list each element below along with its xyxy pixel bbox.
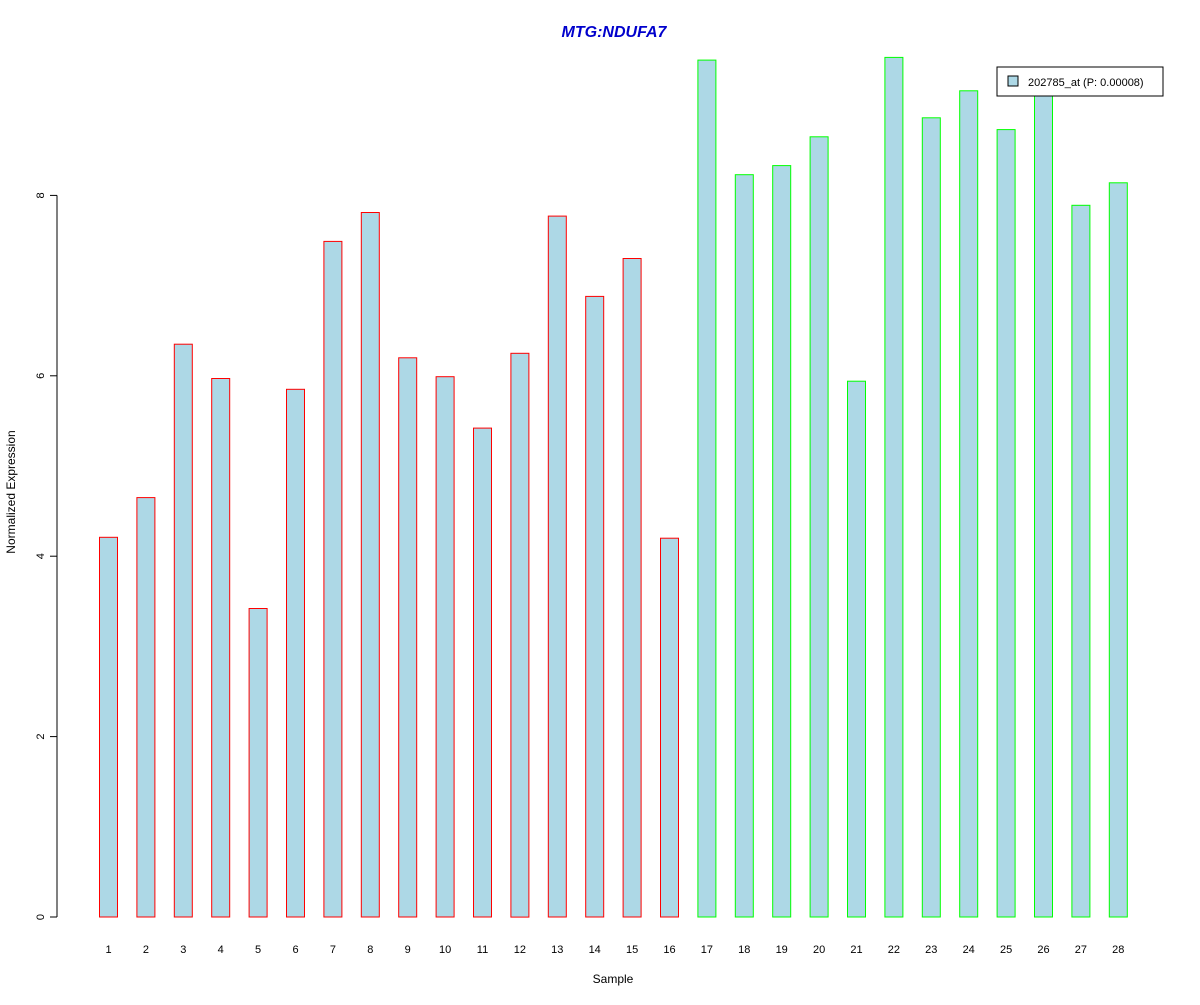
x-tick-label: 4 — [218, 944, 224, 956]
x-axis-label: Sample — [593, 972, 634, 986]
y-tick-label: 8 — [35, 192, 47, 198]
x-tick-label: 8 — [367, 944, 373, 956]
bar-sample-2 — [136, 497, 156, 918]
bar-sample-17 — [697, 59, 717, 918]
bar-sample-22 — [884, 56, 904, 918]
x-tick-label: 18 — [738, 944, 750, 956]
bar-sample-7 — [323, 240, 343, 918]
bar-sample-8 — [360, 212, 380, 918]
legend: 202785_at (P: 0.00008) — [996, 66, 1164, 97]
bar-sample-1 — [99, 536, 118, 918]
x-tick-label: 7 — [330, 944, 336, 956]
x-tick-label: 24 — [963, 944, 975, 956]
bar-sample-4 — [211, 378, 231, 918]
x-tick-label: 6 — [292, 944, 298, 956]
x-tick-label: 21 — [850, 944, 862, 956]
bar-sample-11 — [473, 427, 492, 918]
bar-sample-26 — [1034, 86, 1053, 918]
bar-sample-10 — [435, 376, 455, 918]
x-tick-label: 27 — [1075, 944, 1087, 956]
bar-sample-19 — [772, 165, 792, 918]
y-axis: 0 2 4 6 8 — [35, 192, 58, 920]
bar-sample-27 — [1071, 204, 1091, 918]
bar-series — [99, 56, 1128, 918]
bar-sample-6 — [286, 388, 305, 918]
y-tick-label: 4 — [35, 553, 47, 559]
x-tick-label: 9 — [405, 944, 411, 956]
x-tick-label: 19 — [776, 944, 788, 956]
x-tick-label: 14 — [589, 944, 601, 956]
x-tick-label: 12 — [514, 944, 526, 956]
bar-sample-16 — [660, 537, 679, 918]
bar-sample-23 — [921, 117, 941, 918]
y-tick-label: 0 — [35, 914, 47, 920]
legend-swatch — [1007, 75, 1019, 87]
x-tick-label: 5 — [255, 944, 261, 956]
x-tick-label: 28 — [1112, 944, 1124, 956]
x-tick-label: 20 — [813, 944, 825, 956]
bar-sample-24 — [959, 90, 979, 918]
bar-sample-28 — [1108, 182, 1128, 918]
bar-sample-9 — [398, 357, 418, 918]
x-tick-label: 17 — [701, 944, 713, 956]
x-tick-label: 13 — [551, 944, 563, 956]
legend-label: 202785_at (P: 0.00008) — [1028, 77, 1144, 89]
x-tick-label: 25 — [1000, 944, 1012, 956]
x-tick-label: 26 — [1037, 944, 1049, 956]
y-axis-label: Normalized Expression — [4, 430, 18, 553]
x-tick-label: 10 — [439, 944, 451, 956]
bar-sample-25 — [996, 129, 1016, 918]
bar-sample-12 — [510, 352, 530, 918]
bar-sample-13 — [547, 215, 567, 918]
x-tick-label: 11 — [477, 944, 488, 956]
x-tick-labels: 1 2 3 4 5 6 7 8 9 10 11 12 13 14 15 16 17 18 19 20 21 22 23 24 2… — [105, 944, 1124, 956]
x-tick-label: 1 — [105, 944, 111, 956]
x-tick-label: 2 — [143, 944, 149, 956]
bar-sample-20 — [809, 136, 829, 918]
x-tick-label: 15 — [626, 944, 638, 956]
x-tick-label: 3 — [180, 944, 186, 956]
bar-sample-3 — [173, 343, 193, 918]
chart-title: MTG:NDUFA7 — [562, 24, 668, 41]
bar-sample-21 — [847, 380, 866, 918]
x-tick-label: 16 — [663, 944, 675, 956]
y-tick-label: 6 — [35, 373, 47, 379]
y-tick-label: 2 — [35, 734, 47, 740]
legend-box — [996, 66, 1164, 97]
bar-sample-5 — [248, 608, 268, 918]
x-tick-label: 23 — [925, 944, 937, 956]
bar-sample-14 — [585, 295, 605, 918]
bar-sample-18 — [734, 174, 754, 918]
bar-sample-15 — [622, 258, 642, 918]
x-tick-label: 22 — [888, 944, 900, 956]
